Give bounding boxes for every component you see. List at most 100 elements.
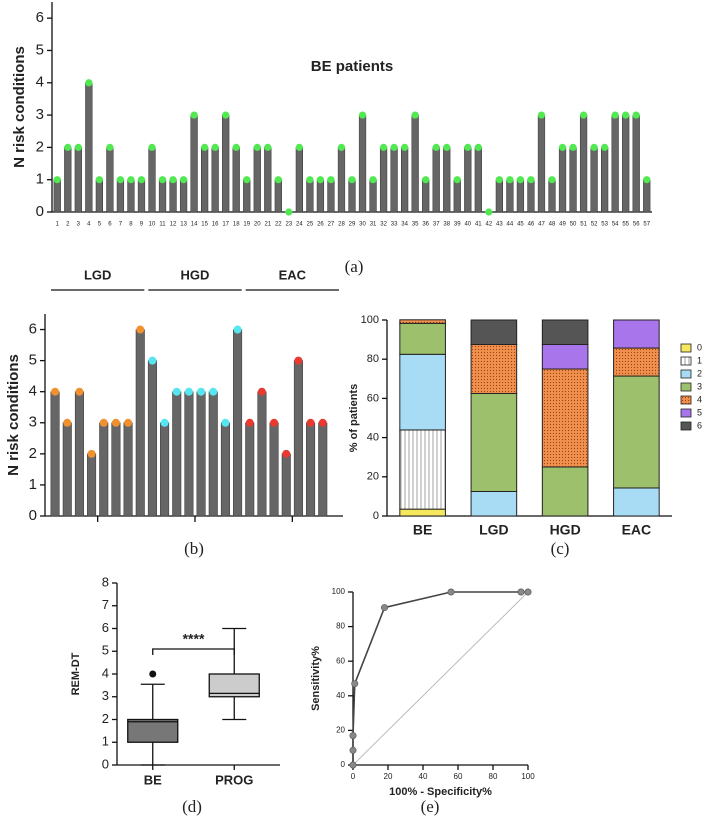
x-tick-label: 31 [370,222,377,228]
bar [127,179,135,213]
bar-cap [124,418,133,427]
y-tick-label: 2 [102,711,109,726]
bar [474,147,482,213]
bar [253,147,261,213]
bar-cap [209,387,218,396]
bar-cap [611,111,619,119]
bar-cap [172,387,181,396]
y-axis-label: N risk conditions [5,354,22,476]
bar [622,114,630,213]
legend-swatch [680,369,692,379]
bar-cap [485,208,493,216]
y-tick-label: 1 [102,734,109,749]
y-tick-label: 80 [336,622,345,631]
bar [274,179,282,213]
bar-cap [558,143,567,151]
x-tick-label: HGD [550,522,581,538]
y-axis-label: REM-DT [70,652,82,695]
bar-cap [184,387,193,396]
bar-cap [379,143,388,151]
x-tick-label: 32 [380,222,387,228]
y-tick-label: 60 [336,656,345,665]
bar-segment [399,508,446,517]
bar-cap [632,111,640,119]
bar [432,147,440,213]
bar-cap [569,143,577,151]
bar-cap [274,176,282,184]
bar-cap [358,111,367,119]
legend-swatch [680,343,692,353]
y-tick-label: 2 [36,138,44,155]
bar-cap [158,176,167,184]
x-tick-label: 19 [243,222,250,228]
bar-segment [613,347,660,377]
bar [264,147,272,213]
bar-cap [197,387,206,396]
bar [74,147,82,213]
bar-cap [327,176,335,184]
x-tick-label: 4 [87,222,91,228]
bar-cap [233,325,242,334]
x-tick-label: 6 [108,222,112,228]
bar-cap [464,143,472,151]
bar-cap [232,143,240,151]
bar [85,82,93,213]
x-tick-label: 11 [159,222,166,228]
y-axis-label: N risk conditions [11,46,28,168]
bar [116,179,125,213]
bar-cap [643,176,651,184]
bar [99,422,109,517]
bar [179,179,188,213]
bar [422,179,430,213]
bar [453,179,461,213]
bar [316,179,325,213]
x-tick-label: 48 [549,222,556,228]
bar-cap [432,143,440,151]
bar-cap [401,143,409,151]
legend-swatch [680,408,692,418]
y-tick-label: 80 [367,353,379,365]
bar-segment [541,319,589,345]
bar [269,422,279,517]
chart-title: BE patients [311,58,394,75]
x-tick-label: 38 [443,222,450,228]
x-tick-label: 40 [464,222,471,228]
bar-cap [63,418,72,427]
group-label: LGD [84,267,111,282]
bar-cap [348,176,356,184]
bar-cap [601,143,609,151]
bar [579,114,588,213]
x-tick-label: 26 [317,222,324,228]
x-tick-label: 23 [285,222,292,228]
bar-cap [369,176,377,184]
significance-bracket [152,648,235,655]
bar-cap [294,356,303,365]
bar [123,422,133,517]
bar [548,179,556,213]
x-tick-label: 15 [201,222,208,228]
bar-cap [622,111,630,119]
bar-cap [422,176,430,184]
x-tick-label: EAC [622,522,652,538]
bar-cap [106,143,114,151]
bar-cap [169,176,177,184]
significance-label: **** [183,631,205,647]
bar-cap [306,418,315,427]
y-tick-label: 100 [332,587,346,596]
bar [50,391,60,517]
bar-segment [613,319,660,349]
bar-cap [160,418,169,427]
y-axis-label: % of patients [348,384,360,452]
bar-cap [190,111,198,119]
panel-label: (d) [182,797,202,816]
bar [348,179,356,213]
y-tick-label: 4 [36,74,44,91]
bar-cap [295,143,303,151]
bar-cap [495,176,503,184]
x-tick-label: 37 [433,222,440,228]
bar-cap [264,143,272,151]
roc-point [447,588,455,596]
x-tick-label: 43 [496,222,503,228]
x-tick-label: 12 [170,222,177,228]
